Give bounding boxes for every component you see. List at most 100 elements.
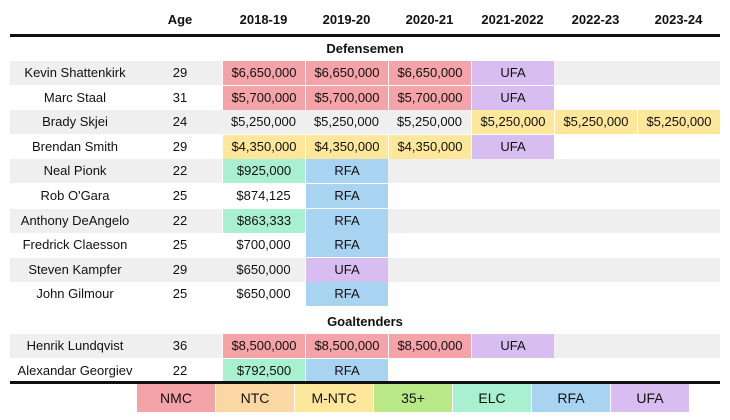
table-row: Marc Staal 31 $5,700,000 $5,700,000 $5,700,0… (10, 85, 720, 110)
contract-cell: $650,000 (236, 261, 291, 277)
contract-cell: $5,250,000 (396, 114, 463, 130)
contract-cell (554, 233, 637, 257)
contract-cell: $4,350,000 (388, 134, 471, 159)
contract-cell: RFA (305, 208, 388, 233)
contract-cell (637, 135, 720, 159)
table-row: Rob O'Gara 25 $874,125 RFA (10, 184, 720, 208)
contract-cell: $863,333 (222, 208, 305, 233)
player-age: 22 (172, 212, 188, 228)
legend-item: UFA (611, 384, 690, 412)
contract-cell (471, 209, 554, 233)
player-age: 25 (172, 237, 188, 253)
table-row: Fredrick Claesson 25 $700,000 RFA (10, 233, 720, 258)
contract-cell: $5,250,000 (471, 110, 554, 135)
player-name: Brendan Smith (32, 138, 118, 154)
player-age: 24 (172, 114, 188, 130)
contract-cell: $6,650,000 (388, 61, 471, 85)
age-header: Age (167, 12, 193, 27)
player-age: 29 (172, 65, 188, 80)
contract-cell (388, 233, 471, 257)
player-name: Rob O'Gara (40, 188, 110, 203)
contract-cell (554, 209, 637, 233)
player-name: Steven Kampfer (28, 261, 122, 277)
table-row: Brady Skjei 24 $5,250,000 $5,250,000 $5,250,… (10, 110, 720, 135)
contract-cell: $5,250,000 (637, 110, 720, 135)
table-row: Steven Kampfer 29 $650,000 UFA (10, 257, 720, 282)
contract-cell (471, 359, 554, 383)
contract-cell: $5,700,000 (222, 85, 305, 110)
player-age: 25 (172, 188, 188, 203)
footer-divider (10, 381, 720, 384)
table-row: Anthony DeAngelo 22 $863,333 RFA (10, 208, 720, 233)
player-age: 29 (172, 261, 188, 277)
contract-cell (388, 282, 471, 306)
contract-cell: UFA (471, 61, 554, 85)
contract-cell (637, 184, 720, 208)
contract-cell (388, 184, 471, 208)
contract-cell (388, 359, 471, 383)
contract-cell: UFA (471, 85, 554, 110)
contract-cell: $6,650,000 (305, 61, 388, 85)
season-header-6: 2023-24 (654, 12, 703, 27)
contract-cell (471, 184, 554, 208)
player-age: 22 (172, 163, 188, 179)
player-name: Henrik Lundqvist (26, 338, 124, 353)
player-name: Neal Pionk (43, 163, 107, 179)
player-age: 29 (172, 138, 188, 154)
legend-item: NTC (216, 384, 295, 412)
legend-item: ELC (453, 384, 532, 412)
table-row: Neal Pionk 22 $925,000 RFA (10, 159, 720, 184)
player-name: Kevin Shattenkirk (24, 65, 126, 80)
contract-cell: $874,125 (236, 188, 291, 203)
player-name: Fredrick Claesson (22, 237, 128, 253)
contract-cell: $6,650,000 (222, 61, 305, 85)
contract-cell: $8,500,000 (388, 334, 471, 358)
contract-cell (637, 61, 720, 85)
table-row: Kevin Shattenkirk 29 $6,650,000 $6,650,000 $… (10, 61, 720, 85)
table-row: Brendan Smith 29 $4,350,000 $4,350,000 $4,35… (10, 134, 720, 159)
table-row: Henrik Lundqvist 36 $8,500,000 $8,500,000 $8… (10, 334, 720, 358)
contract-cell (637, 233, 720, 257)
player-age: 22 (172, 362, 188, 378)
contract-cell: $5,250,000 (313, 114, 380, 130)
header-divider (10, 34, 720, 37)
season-header-3: 2020-21 (405, 12, 454, 27)
contract-cell (637, 86, 720, 110)
contract-cell: $792,500 (222, 358, 305, 383)
contract-cell: $5,250,000 (554, 110, 637, 135)
contract-cell (388, 258, 471, 282)
contract-cell (554, 282, 637, 306)
contract-cell: RFA (305, 282, 388, 307)
contract-cell (637, 209, 720, 233)
contract-cell (637, 334, 720, 358)
table-row: Alexandar Georgiev 22 $792,500 RFA (10, 358, 720, 383)
contract-cell (471, 282, 554, 306)
contract-cell (554, 135, 637, 159)
contract-cell: RFA (305, 233, 388, 258)
contract-cell (554, 159, 637, 183)
contract-cell (554, 359, 637, 383)
season-header-5: 2022-23 (571, 12, 620, 27)
legend-item: 35+ (374, 384, 453, 412)
player-name: John Gilmour (36, 286, 114, 302)
contract-cell (554, 334, 637, 358)
contract-cell (471, 233, 554, 257)
contract-cell: RFA (305, 358, 388, 383)
contract-cell: $5,250,000 (230, 114, 297, 130)
season-header-4: 2021-2022 (481, 12, 544, 27)
contract-cell: RFA (305, 184, 388, 208)
season-header-2: 2019-20 (322, 12, 371, 27)
contract-cell: $650,000 (236, 286, 291, 302)
player-age: 36 (172, 338, 188, 353)
contract-cell (637, 159, 720, 183)
contract-cell: $4,350,000 (305, 134, 388, 159)
contract-cell (388, 209, 471, 233)
contract-cell: $925,000 (222, 159, 305, 184)
player-name: Alexandar Georgiev (17, 362, 133, 378)
contract-cell (471, 258, 554, 282)
contract-cell (637, 258, 720, 282)
header-row: Age 2018-19 2019-20 2020-21 2021-2022 20… (10, 8, 720, 32)
table-row: John Gilmour 25 $650,000 RFA (10, 282, 720, 307)
legend-item: M-NTC (295, 384, 374, 412)
player-name: Brady Skjei (42, 114, 108, 130)
